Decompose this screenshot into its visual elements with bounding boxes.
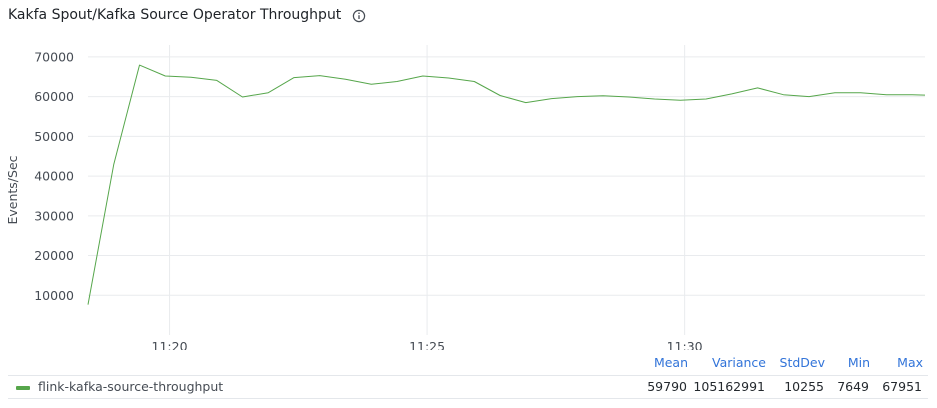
stat-header-max[interactable]: Max xyxy=(897,355,923,370)
stat-header-mean[interactable]: Mean xyxy=(653,355,688,370)
y-tick-label: 30000 xyxy=(34,208,74,223)
stat-header-stddev[interactable]: StdDev xyxy=(779,355,825,370)
stat-min: 7649 xyxy=(837,379,869,394)
stat-header-variance[interactable]: Variance xyxy=(712,355,766,370)
x-tick-label: 11:25 xyxy=(409,339,445,350)
series-line xyxy=(87,64,926,305)
y-tick-label: 50000 xyxy=(34,129,74,144)
stat-mean: 59790 xyxy=(647,379,687,394)
x-tick-label: 11:20 xyxy=(152,339,188,350)
throughput-chart: 10000 20000 30000 40000 50000 60000 70000 11:20… xyxy=(5,45,926,350)
info-icon[interactable] xyxy=(352,9,366,23)
y-tick-label: 40000 xyxy=(34,169,74,184)
stat-max: 67951 xyxy=(882,379,922,394)
series-color-swatch[interactable] xyxy=(16,386,30,390)
series-name[interactable]: flink-kafka-source-throughput xyxy=(38,379,224,394)
legend-row[interactable]: flink-kafka-source-throughput 59790 1051… xyxy=(8,375,928,399)
y-tick-label: 10000 xyxy=(34,288,74,303)
x-tick-label: 11:30 xyxy=(667,339,703,350)
y-tick-label: 70000 xyxy=(34,49,74,64)
panel-title: Kakfa Spout/Kafka Source Operator Throug… xyxy=(8,7,342,23)
stat-header-min[interactable]: Min xyxy=(847,355,870,370)
stat-stddev: 10255 xyxy=(784,379,824,394)
stat-variance: 105162991 xyxy=(693,379,765,394)
y-axis-label: Events/Sec xyxy=(5,155,20,224)
y-tick-label: 60000 xyxy=(34,89,74,104)
y-tick-label: 20000 xyxy=(34,248,74,263)
